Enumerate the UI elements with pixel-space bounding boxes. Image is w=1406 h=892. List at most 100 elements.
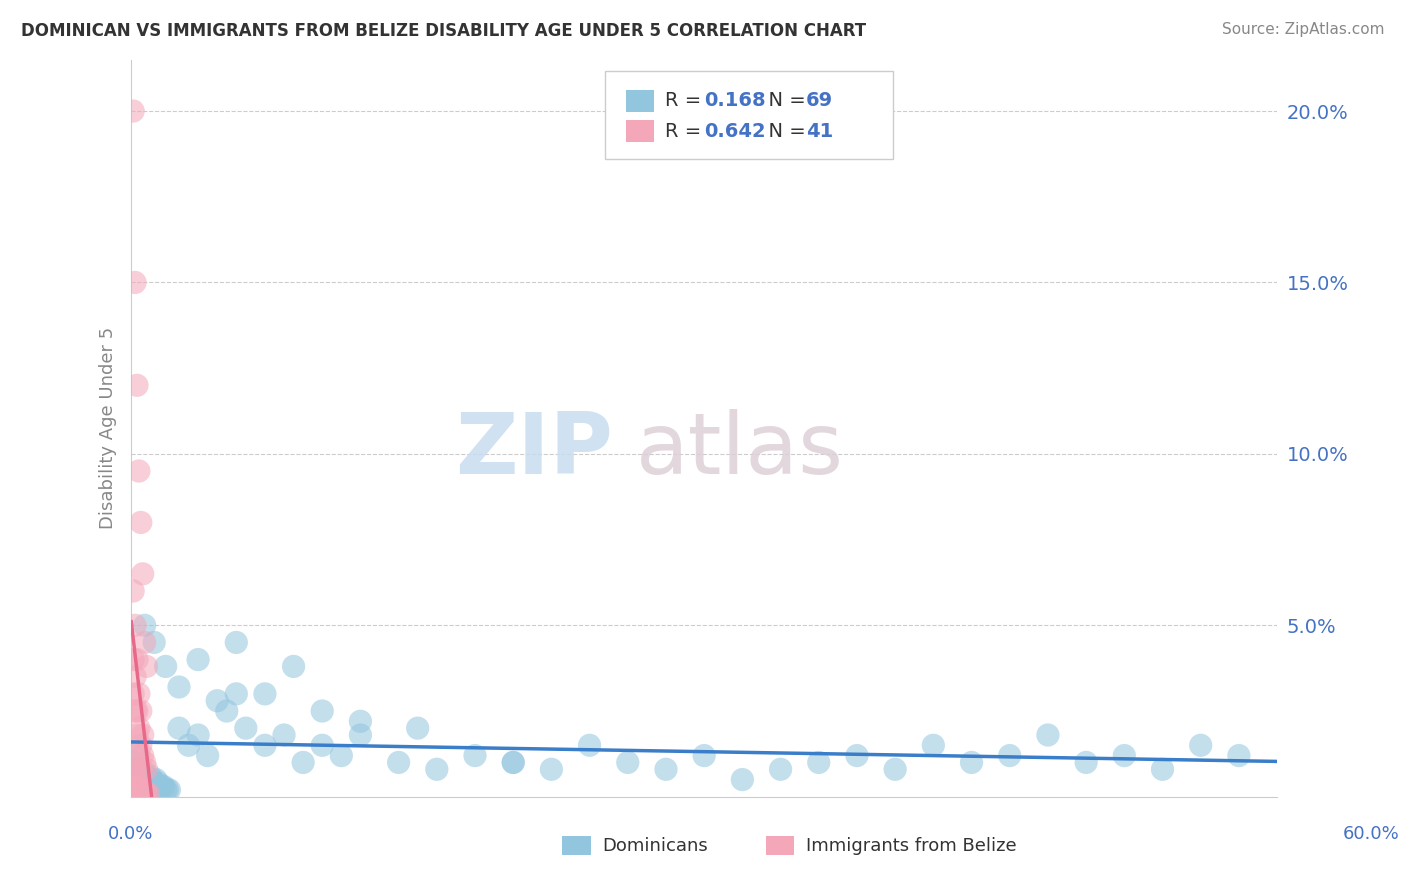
Text: R =: R = bbox=[665, 121, 707, 141]
Point bbox=[167, 680, 190, 694]
Point bbox=[122, 780, 145, 794]
Point bbox=[128, 721, 150, 735]
Point bbox=[128, 782, 150, 797]
Point bbox=[124, 780, 146, 794]
Point bbox=[122, 584, 145, 599]
Point bbox=[135, 769, 157, 783]
Point bbox=[253, 739, 276, 753]
Point bbox=[578, 739, 600, 753]
Point bbox=[273, 728, 295, 742]
Point bbox=[388, 756, 411, 770]
Point bbox=[502, 756, 524, 770]
Text: DOMINICAN VS IMMIGRANTS FROM BELIZE DISABILITY AGE UNDER 5 CORRELATION CHART: DOMINICAN VS IMMIGRANTS FROM BELIZE DISA… bbox=[21, 22, 866, 40]
Point bbox=[124, 276, 146, 290]
Point bbox=[131, 748, 153, 763]
Point bbox=[135, 762, 157, 776]
Point bbox=[124, 769, 146, 783]
Point bbox=[125, 762, 148, 776]
Text: N =: N = bbox=[756, 91, 813, 111]
Point bbox=[122, 652, 145, 666]
Point bbox=[122, 772, 145, 787]
Point bbox=[138, 772, 160, 787]
Point bbox=[129, 704, 152, 718]
Text: 0.642: 0.642 bbox=[704, 121, 766, 141]
Point bbox=[1036, 728, 1059, 742]
Point bbox=[125, 378, 148, 392]
Point bbox=[124, 780, 146, 794]
Point bbox=[464, 748, 486, 763]
Point bbox=[122, 103, 145, 118]
Point bbox=[125, 780, 148, 794]
Point bbox=[129, 762, 152, 776]
Point bbox=[197, 748, 219, 763]
Point bbox=[215, 704, 238, 718]
Point bbox=[1227, 748, 1250, 763]
Point bbox=[655, 762, 678, 776]
Point bbox=[960, 756, 983, 770]
Point bbox=[122, 745, 145, 759]
Point bbox=[131, 782, 153, 797]
Point bbox=[146, 776, 169, 790]
Point bbox=[235, 721, 257, 735]
Point bbox=[124, 704, 146, 718]
Point bbox=[693, 748, 716, 763]
Point bbox=[152, 780, 174, 794]
Text: R =: R = bbox=[665, 91, 707, 111]
Point bbox=[156, 782, 179, 797]
Point bbox=[187, 652, 209, 666]
Point bbox=[225, 687, 247, 701]
Point bbox=[349, 728, 371, 742]
Point bbox=[129, 782, 152, 797]
Point bbox=[1152, 762, 1174, 776]
Point bbox=[124, 670, 146, 684]
Point bbox=[128, 748, 150, 763]
Point bbox=[502, 756, 524, 770]
Point bbox=[884, 762, 907, 776]
Text: ZIP: ZIP bbox=[454, 409, 613, 491]
Point bbox=[134, 635, 156, 649]
Point bbox=[253, 687, 276, 701]
Point bbox=[150, 780, 173, 794]
Point bbox=[1114, 748, 1136, 763]
Text: N =: N = bbox=[756, 121, 813, 141]
Point bbox=[177, 739, 200, 753]
Point bbox=[128, 765, 150, 780]
Point bbox=[131, 728, 153, 742]
Point bbox=[129, 739, 152, 753]
Point bbox=[426, 762, 449, 776]
Point bbox=[159, 782, 181, 797]
Point bbox=[845, 748, 868, 763]
Point bbox=[167, 721, 190, 735]
Text: atlas: atlas bbox=[636, 409, 844, 491]
Point bbox=[540, 762, 562, 776]
Point bbox=[134, 786, 156, 800]
Point bbox=[124, 618, 146, 632]
Point bbox=[155, 659, 177, 673]
Point bbox=[131, 772, 153, 787]
Point bbox=[731, 772, 754, 787]
Point bbox=[149, 780, 172, 794]
Point bbox=[138, 786, 160, 800]
Point bbox=[125, 728, 148, 742]
Point bbox=[187, 728, 209, 742]
Point bbox=[155, 782, 177, 797]
Point bbox=[135, 786, 157, 800]
Point bbox=[143, 635, 166, 649]
Point bbox=[128, 464, 150, 478]
Point bbox=[125, 652, 148, 666]
Point bbox=[139, 769, 162, 783]
Text: 0.0%: 0.0% bbox=[108, 825, 153, 843]
Text: 41: 41 bbox=[806, 121, 832, 141]
Point bbox=[311, 704, 333, 718]
Point bbox=[143, 776, 166, 790]
Point bbox=[330, 748, 353, 763]
Point bbox=[292, 756, 315, 770]
Text: Source: ZipAtlas.com: Source: ZipAtlas.com bbox=[1222, 22, 1385, 37]
Point bbox=[135, 659, 157, 673]
Point bbox=[125, 776, 148, 790]
Point bbox=[129, 769, 152, 783]
Point bbox=[1189, 739, 1212, 753]
Point bbox=[1074, 756, 1097, 770]
Point bbox=[134, 756, 156, 770]
Point bbox=[617, 756, 640, 770]
